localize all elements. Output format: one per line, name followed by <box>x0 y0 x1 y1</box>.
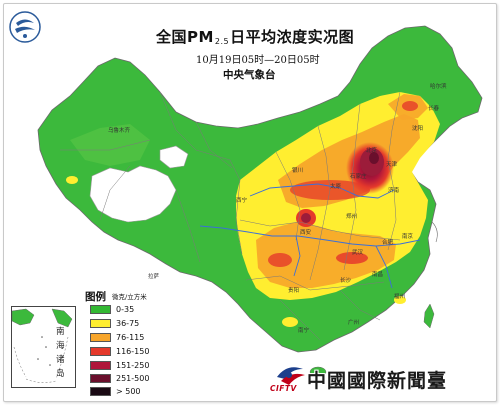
yellow-spot-xinjiang <box>66 176 78 184</box>
city-label: 济南 <box>388 188 400 194</box>
legend-swatch <box>90 304 111 314</box>
legend-label: > 500 <box>116 386 141 396</box>
coast-east <box>431 221 438 243</box>
legend-item: > 500 <box>90 386 141 396</box>
red-patch-hubei <box>336 252 368 264</box>
red-patch-sichuan <box>268 253 292 267</box>
city-label: 北京 <box>366 148 378 154</box>
legend-swatch <box>90 332 111 342</box>
legend-label: 0-35 <box>116 304 135 314</box>
island-hainan <box>309 366 327 378</box>
city-label: 南京 <box>402 234 414 240</box>
legend-label: 36-75 <box>116 318 140 328</box>
inset-label: 岛 <box>56 369 65 379</box>
city-label: 太原 <box>330 184 342 190</box>
inset-label: 海 <box>56 341 65 351</box>
city-label: 南昌 <box>372 272 384 278</box>
city-label: 沈阳 <box>412 126 424 132</box>
city-label: 乌鲁木齐 <box>108 128 131 134</box>
organization: 中央气象台 <box>223 69 276 81</box>
city-label: 合肥 <box>382 240 394 246</box>
lightgreen-area <box>70 124 150 166</box>
nodata-area-north <box>159 145 189 169</box>
city-label: 拉萨 <box>148 274 160 280</box>
south-china-sea-inset: 南 海 诸 岛 <box>11 306 76 388</box>
yellow-spot-fujian <box>394 296 406 304</box>
legend-label: 151-250 <box>116 360 150 370</box>
hotspot-xian <box>301 213 311 223</box>
legend-swatch <box>90 360 111 370</box>
city-label: 武汉 <box>352 250 364 256</box>
hotspot-center <box>369 152 379 164</box>
province-borders <box>60 91 401 341</box>
time-range: 10月19日05时—20日05时 <box>196 55 320 66</box>
legend-label: 251-500 <box>116 373 150 383</box>
red-patch-northeast <box>402 101 418 111</box>
city-label: 石家庄 <box>350 174 367 180</box>
city-label: 福州 <box>394 294 406 300</box>
legend-title: 图例 <box>85 291 106 303</box>
rivers <box>199 183 421 289</box>
map-title: 全国PM2.5日平均浓度实况图 <box>156 28 355 46</box>
city-label: 南宁 <box>298 328 310 334</box>
legend-item: 251-500 <box>90 373 149 383</box>
watermark-cn: 中國國際新聞臺 <box>307 370 448 392</box>
orange-region-central <box>256 222 396 288</box>
city-label: 长沙 <box>340 278 352 284</box>
inset-label: 南 <box>56 327 65 337</box>
city-label: 银川 <box>292 168 304 174</box>
city-label: 天津 <box>386 162 398 168</box>
ciftv-logo-icon <box>277 367 305 385</box>
legend-unit: 微克/立方米 <box>112 293 147 301</box>
city-label: 西宁 <box>236 198 248 204</box>
city-label: 哈尔滨 <box>430 84 447 90</box>
cma-logo-icon <box>9 11 41 43</box>
legend-swatch <box>90 373 111 383</box>
legend-label: 76-115 <box>116 332 145 342</box>
legend-item: 36-75 <box>90 318 139 328</box>
island-taiwan <box>423 303 435 329</box>
legend-swatch <box>90 386 111 396</box>
legend-label: 116-150 <box>116 346 150 356</box>
watermark-en: CIFTV <box>270 384 297 393</box>
legend-item: 76-115 <box>90 332 144 342</box>
inset-map <box>11 308 73 383</box>
legend-swatch <box>90 346 111 356</box>
inset-label: 诸 <box>56 355 65 365</box>
legend-item: 151-250 <box>90 360 149 370</box>
city-label: 西安 <box>300 230 312 236</box>
legend-item: 0-35 <box>90 304 134 314</box>
city-label: 贵阳 <box>288 288 300 294</box>
city-label: 广州 <box>348 320 360 326</box>
yellow-spot-guangxi <box>282 317 298 327</box>
city-label: 长春 <box>428 106 440 112</box>
legend-item: 116-150 <box>90 346 149 356</box>
city-label: 郑州 <box>346 214 358 220</box>
legend-swatch <box>90 318 111 328</box>
